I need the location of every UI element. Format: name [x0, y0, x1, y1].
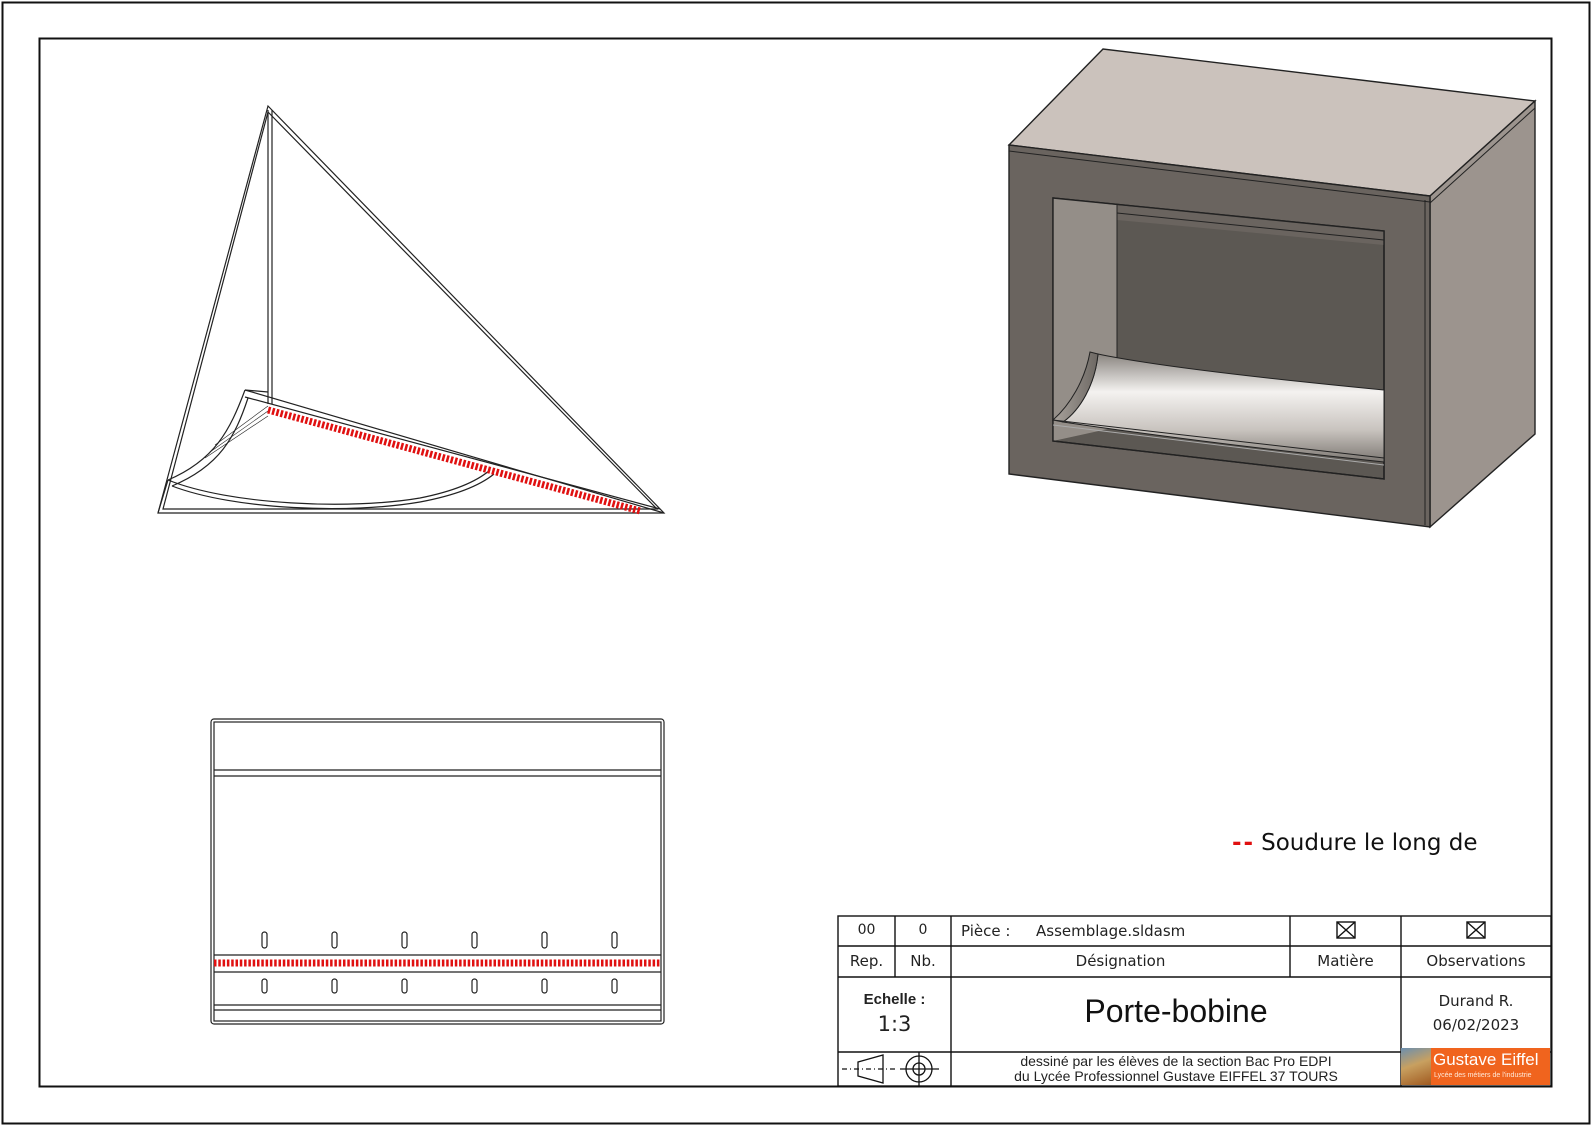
weld-legend-symbol: -- [1232, 830, 1256, 856]
header-nb: Nb. [910, 952, 936, 970]
logo-subtitle: Lycée des métiers de l'industrie [1434, 1072, 1532, 1079]
isometric-view [1007, 48, 1537, 529]
echelle-label: Echelle : [863, 991, 926, 1008]
trough-plate-edge [244, 389, 665, 514]
piece-value: Assemblage.sldasm [1036, 922, 1186, 940]
drawing-title: Porte-bobine [1084, 993, 1268, 1029]
school-logo: Gustave Eiffel Lycée des métiers de l'in… [1401, 1048, 1550, 1085]
top-view [210, 718, 665, 1025]
box-opening-outline [1052, 197, 1385, 480]
credit-line-1: dessiné par les élèves de la section Bac… [1020, 1053, 1332, 1069]
crossed-box-icon [1336, 921, 1356, 939]
logo-image [1401, 1048, 1431, 1085]
weld-legend: -- Soudure le long de [1232, 830, 1477, 856]
weld-legend-text: Soudure le long de [1261, 830, 1478, 856]
side-view-outline [157, 104, 666, 514]
slot-holes [261, 931, 618, 994]
date: 06/02/2023 [1432, 1016, 1520, 1034]
nb-value: 0 [918, 922, 928, 938]
author: Durand R. [1438, 992, 1514, 1010]
echelle-value: 1:3 [877, 1012, 912, 1036]
header-designation: Désignation [1075, 952, 1166, 970]
drawing-frame [38, 37, 1553, 1088]
logo-name: Gustave Eiffel [1433, 1050, 1539, 1069]
rep-value: 00 [857, 922, 876, 938]
header-observations: Observations [1426, 952, 1526, 970]
credit-line-2: du Lycée Professionnel Gustave EIFFEL 37… [1014, 1068, 1338, 1084]
header-matiere: Matière [1317, 952, 1374, 970]
side-view [157, 104, 666, 514]
weld-line-side [267, 406, 641, 515]
header-rep: Rep. [849, 952, 884, 970]
crossed-box-icon [1466, 921, 1486, 939]
piece-label: Pièce : [961, 922, 1011, 940]
first-angle-projection-icon [842, 1052, 939, 1086]
top-view-outline [210, 718, 665, 1025]
